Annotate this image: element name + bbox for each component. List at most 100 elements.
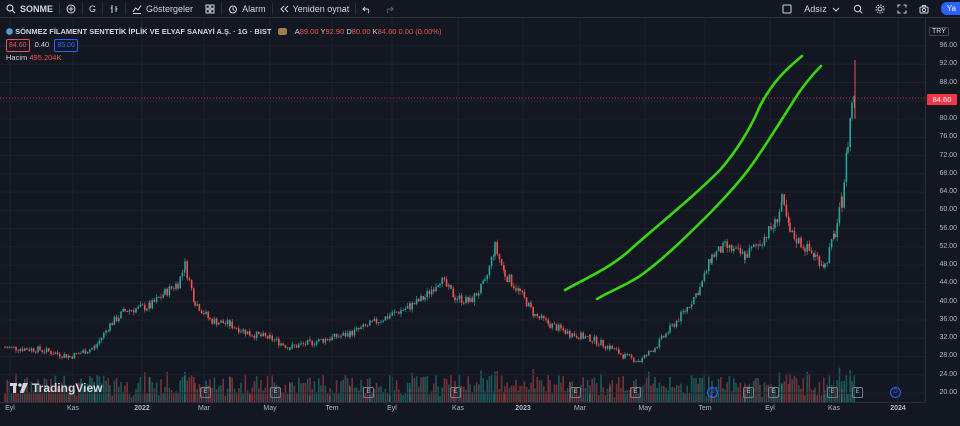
- candle-body: [753, 244, 755, 248]
- candle-body: [215, 318, 218, 325]
- bid-button[interactable]: 84.60: [6, 39, 30, 52]
- candle-body: [545, 318, 547, 320]
- volume-bar: [124, 385, 126, 402]
- volume-bar: [109, 385, 111, 402]
- chart-pane[interactable]: [0, 18, 925, 402]
- undo-button[interactable]: [356, 0, 378, 17]
- earnings-marker[interactable]: E: [200, 387, 211, 398]
- layout-toggle[interactable]: [776, 0, 798, 17]
- candle-body: [30, 348, 33, 351]
- tradingview-logo[interactable]: TradingView: [10, 381, 102, 395]
- earnings-marker[interactable]: E: [852, 387, 863, 398]
- volume-bar: [473, 385, 476, 402]
- candle-body: [315, 341, 318, 345]
- volume-bar: [467, 376, 469, 402]
- templates-button[interactable]: [199, 0, 221, 17]
- candle-body: [289, 348, 291, 351]
- candle-body: [652, 351, 654, 352]
- redo-button[interactable]: [378, 0, 400, 17]
- volume-bar: [613, 397, 616, 402]
- candle-body: [326, 338, 329, 341]
- volume-bar: [389, 375, 391, 402]
- volume-bar: [733, 378, 735, 402]
- symbol-search-button[interactable]: SONME: [0, 0, 59, 17]
- earnings-marker[interactable]: E: [630, 387, 641, 398]
- snapshot-button[interactable]: [913, 0, 935, 17]
- trend-drawing-lower[interactable]: [595, 64, 823, 301]
- alarm-button[interactable]: Alarm: [222, 0, 272, 17]
- ask-button[interactable]: 85.00: [54, 39, 78, 52]
- candle-body: [833, 233, 835, 239]
- candle-body: [841, 196, 843, 208]
- volume-bar: [162, 393, 164, 402]
- fullscreen-button[interactable]: [891, 0, 913, 17]
- earnings-marker[interactable]: E: [768, 387, 779, 398]
- candle-body: [463, 302, 465, 304]
- candle-body: [789, 222, 791, 232]
- earnings-marker[interactable]: E: [363, 387, 374, 398]
- layout-name-dropdown[interactable]: Adsız: [798, 0, 847, 17]
- candle-body: [808, 243, 811, 251]
- price-axis[interactable]: 96.0092.0088.0084.0080.0076.0072.0068.00…: [925, 18, 960, 402]
- alarm-clock-icon: [229, 5, 238, 13]
- candle-body: [560, 324, 562, 329]
- candle-body: [205, 311, 207, 315]
- volume-bar: [63, 375, 65, 402]
- candle-body: [128, 310, 131, 312]
- volume-bar: [722, 388, 724, 402]
- replay-button[interactable]: Yeniden oynat: [273, 0, 356, 17]
- chart-type-button[interactable]: [103, 0, 125, 17]
- candle-body: [744, 254, 746, 260]
- time-axis[interactable]: Eyl Kas 2022 Mar May Tem Eyl Kas 2023 Mar May Tem Ey…: [0, 402, 925, 426]
- volume-bar: [482, 377, 484, 402]
- candle-body: [302, 343, 304, 345]
- candle-body: [233, 327, 236, 329]
- candle-body: [324, 338, 327, 343]
- volume-bar: [380, 386, 382, 402]
- trend-drawing-upper[interactable]: [563, 54, 804, 292]
- earnings-marker[interactable]: E: [743, 387, 754, 398]
- volume-bar: [89, 376, 91, 402]
- publish-button[interactable]: Ya: [940, 2, 960, 15]
- volume-bar: [515, 380, 517, 402]
- volume-bar: [413, 378, 416, 402]
- candle-body: [536, 313, 538, 317]
- volume-bar: [498, 388, 501, 402]
- volume-bar: [549, 380, 551, 402]
- earnings-marker[interactable]: E: [270, 387, 281, 398]
- volume-bar: [320, 385, 322, 402]
- candle-body: [543, 315, 545, 319]
- dividend-marker[interactable]: D: [707, 387, 718, 398]
- price-chart[interactable]: [0, 18, 925, 402]
- candle-body: [549, 323, 551, 328]
- candle-body: [69, 355, 71, 357]
- volume-bar: [669, 376, 671, 402]
- volume-bar: [151, 382, 153, 402]
- volume-bar: [190, 375, 193, 402]
- volume-bar: [798, 385, 800, 402]
- candle-body: [504, 269, 506, 277]
- candle-body: [534, 313, 536, 316]
- replay-label: Yeniden oynat: [292, 3, 350, 14]
- earnings-marker[interactable]: E: [450, 387, 461, 398]
- volume-bar: [179, 380, 181, 402]
- candle-body: [59, 353, 61, 357]
- earnings-marker[interactable]: E: [570, 387, 581, 398]
- volume-bar: [84, 391, 87, 402]
- candle-body: [82, 350, 84, 353]
- time-tick-label: Kas: [451, 405, 465, 412]
- quick-search-button[interactable]: [847, 0, 869, 17]
- compare-button[interactable]: [60, 0, 82, 17]
- candle-body: [814, 254, 816, 258]
- dividend-marker[interactable]: D: [890, 387, 901, 398]
- volume-bar: [158, 395, 160, 402]
- bid-ask-row: 84.60 0.40 85.00: [6, 39, 441, 52]
- volume-bar: [571, 381, 573, 402]
- interval-button[interactable]: G: [83, 0, 102, 17]
- legend-title[interactable]: SÖNMEZ FİLAMENT SENTETİK İPLİK VE ELYAF …: [15, 27, 272, 36]
- settings-button[interactable]: [869, 0, 891, 17]
- earnings-marker[interactable]: E: [827, 387, 838, 398]
- currency-button[interactable]: TRY: [929, 27, 949, 36]
- indicators-button[interactable]: Göstergeler: [126, 0, 199, 17]
- volume-bar: [273, 382, 276, 402]
